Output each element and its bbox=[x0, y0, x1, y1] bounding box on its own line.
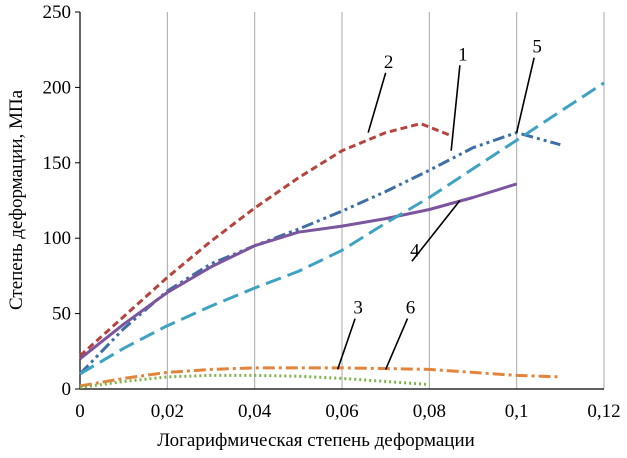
axes bbox=[75, 11, 604, 390]
callout-leader-5 bbox=[515, 57, 535, 133]
callout-leader-1 bbox=[450, 65, 461, 151]
y-tick-label: 100 bbox=[43, 228, 72, 249]
callout-leader-6 bbox=[384, 318, 409, 370]
series-line-5 bbox=[79, 81, 605, 376]
y-axis-label: Степень деформации, МПа bbox=[6, 89, 27, 310]
callouts: 1 2 3 4 5 6 bbox=[336, 37, 542, 370]
x-tick-label: 0 bbox=[75, 401, 85, 422]
series-line-3 bbox=[79, 366, 561, 388]
callout-label-2: 2 bbox=[384, 52, 394, 73]
y-tick-label: 200 bbox=[43, 77, 72, 98]
y-tick-label: 250 bbox=[43, 2, 72, 23]
series-line-2 bbox=[78, 122, 452, 357]
callout-leader-2 bbox=[367, 72, 387, 133]
y-tick-label: 0 bbox=[62, 379, 72, 400]
x-axis-label: Логарифмическая степень деформации bbox=[157, 430, 475, 451]
x-tick-label: 0,06 bbox=[325, 401, 358, 422]
callout-label-5: 5 bbox=[532, 37, 542, 58]
callout-label-3: 3 bbox=[353, 298, 363, 319]
x-tick-label: 0,12 bbox=[587, 401, 620, 422]
tick-labels: 0 0,02 0,04 0,06 0,08 0,1 0,12 0 50 100 150 200 250 bbox=[43, 2, 621, 422]
callout-label-4: 4 bbox=[410, 240, 420, 261]
y-tick-label: 150 bbox=[43, 153, 72, 174]
series-line-6 bbox=[79, 373, 430, 389]
x-tick-label: 0,1 bbox=[505, 401, 529, 422]
callout-leader-4 bbox=[411, 200, 461, 262]
x-tick-label: 0,02 bbox=[151, 401, 184, 422]
series-line-1 bbox=[78, 131, 561, 375]
x-tick-label: 0,08 bbox=[413, 401, 446, 422]
callout-label-6: 6 bbox=[406, 298, 416, 319]
x-tick-label: 0,04 bbox=[238, 401, 272, 422]
y-tick-label: 50 bbox=[52, 304, 71, 325]
series-lines bbox=[78, 81, 605, 389]
callout-label-1: 1 bbox=[458, 44, 468, 65]
callout-leader-3 bbox=[336, 318, 356, 370]
series-line-4 bbox=[79, 182, 518, 360]
